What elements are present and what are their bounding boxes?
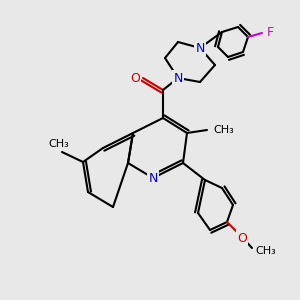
Text: N: N: [148, 172, 158, 184]
Text: O: O: [237, 232, 247, 244]
Text: O: O: [130, 71, 140, 85]
Text: CH₃: CH₃: [255, 246, 276, 256]
Text: N: N: [173, 71, 183, 85]
Text: CH₃: CH₃: [49, 139, 69, 149]
Text: CH₃: CH₃: [213, 125, 234, 135]
Text: F: F: [267, 26, 274, 40]
Text: N: N: [195, 41, 205, 55]
